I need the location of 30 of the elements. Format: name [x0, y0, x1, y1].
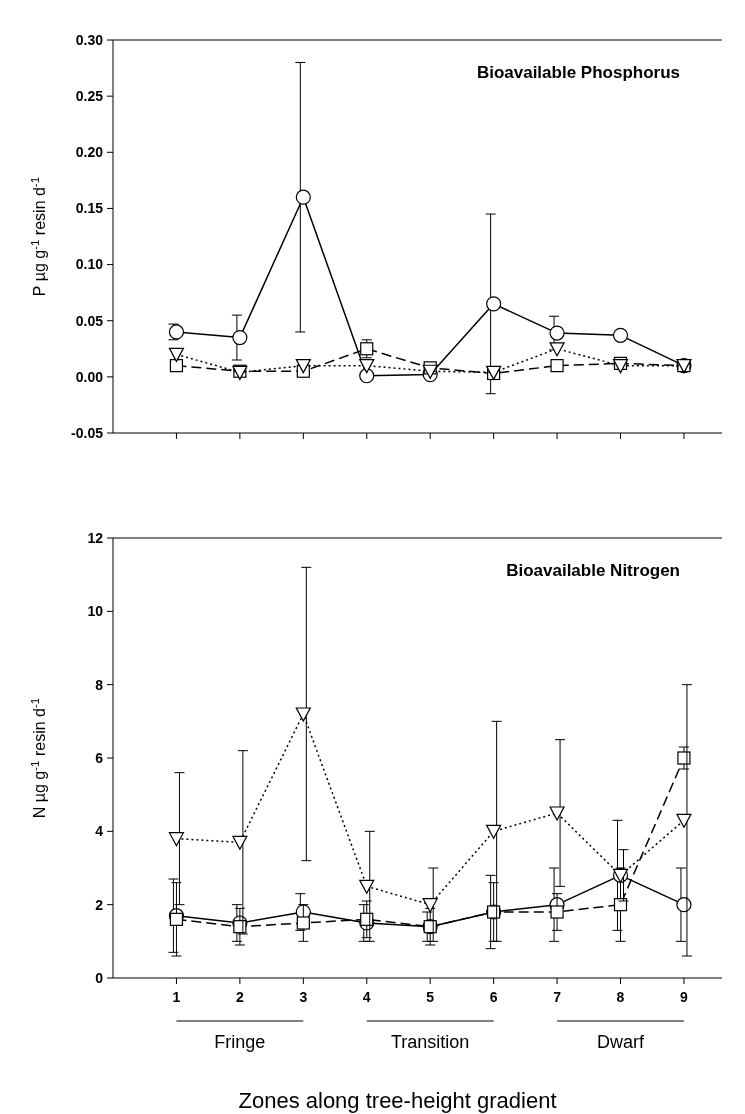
x-tick-label: 1: [172, 989, 181, 1005]
x-tick-label: 6: [489, 989, 498, 1005]
text: Dwarf: [596, 1032, 645, 1052]
x-tick-label: 3: [299, 989, 308, 1005]
y-tick-label: 4: [95, 823, 104, 840]
y-tick-label: 10: [87, 603, 104, 620]
x-tick-label: 8: [616, 989, 625, 1005]
x-axis-title: Zones along tree-height gradient: [238, 1088, 557, 1113]
x-tick-label: 5: [426, 989, 435, 1005]
y-tick-label: 0.00: [75, 368, 104, 385]
text: Bioavailable Phosphorus: [476, 63, 680, 82]
y-tick-label: 0.25: [75, 88, 104, 105]
y-tick-label: 0.10: [75, 256, 104, 273]
text: Bioavailable Nitrogen: [506, 561, 680, 580]
x-tick-label: 4: [362, 989, 371, 1005]
y-tick-label: 0.30: [75, 31, 104, 48]
x-tick-label: 7: [553, 989, 562, 1005]
text: Fringe: [214, 1032, 266, 1052]
text: Transition: [391, 1032, 470, 1052]
y-tick-label: 6: [95, 749, 104, 766]
y-tick-label: 12: [87, 529, 104, 546]
y-tick-label: 0.15: [75, 200, 104, 217]
y-tick-label: -0.05: [71, 424, 104, 441]
x-tick-label: 2: [235, 989, 244, 1005]
y-tick-label: 0.05: [75, 312, 104, 329]
y-tick-label: 0.20: [75, 144, 104, 161]
y-tick-label: 2: [95, 896, 104, 913]
y-tick-label: 8: [95, 676, 104, 693]
x-tick-label: 9: [680, 989, 689, 1005]
y-tick-label: 0: [95, 969, 104, 986]
